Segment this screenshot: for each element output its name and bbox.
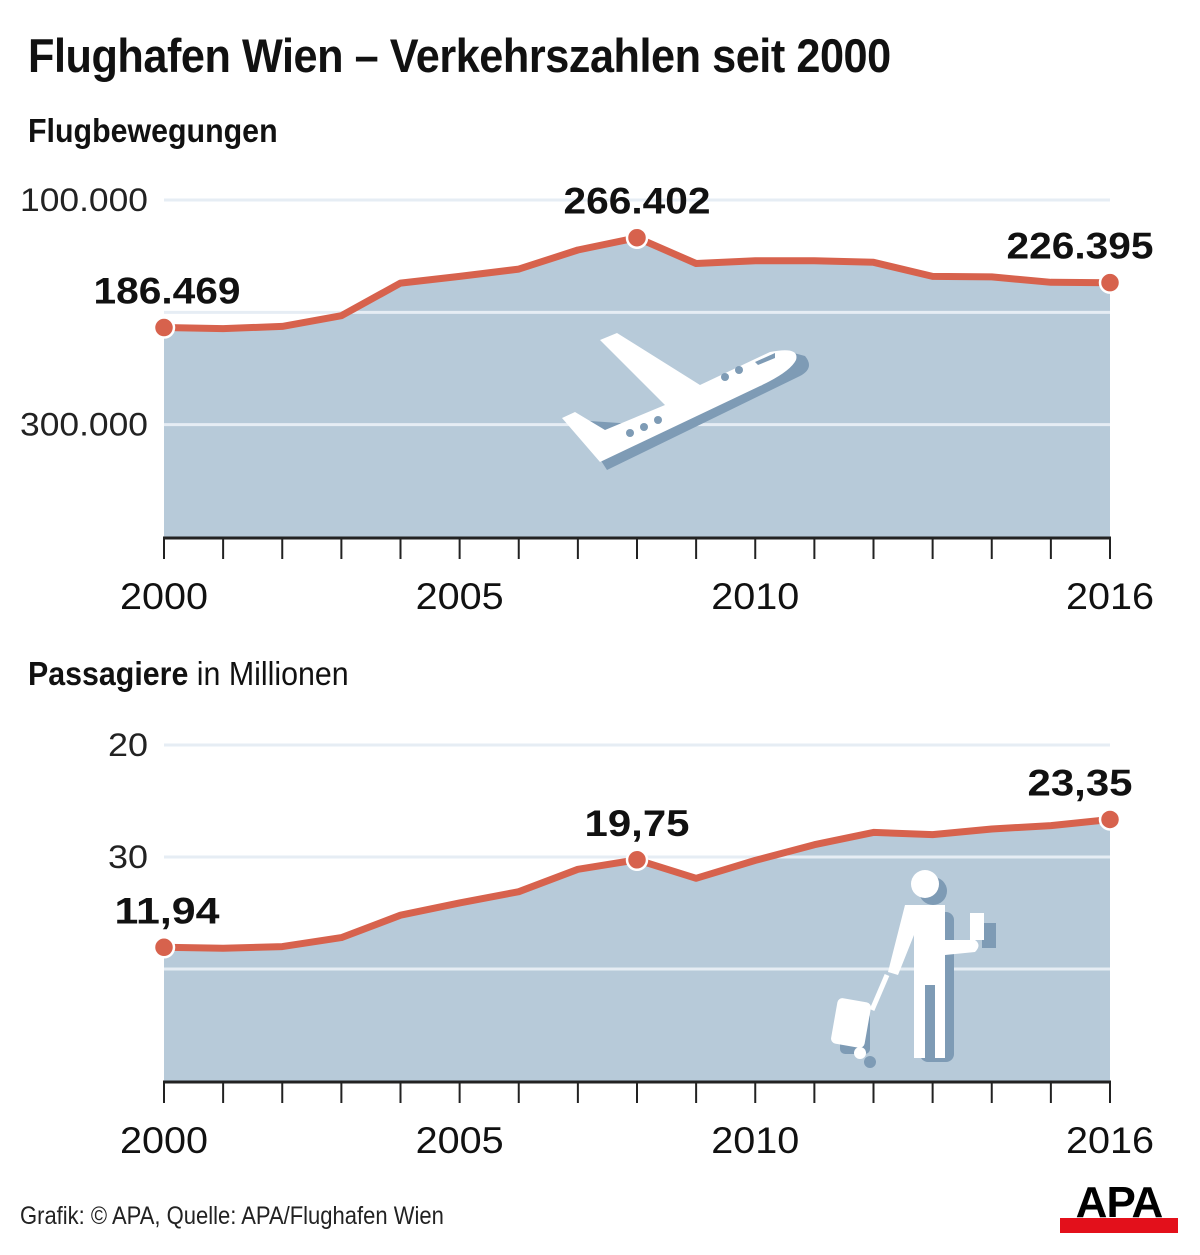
x-tick-label: 2010 [711, 576, 799, 617]
y-tick-label: 30 [108, 839, 148, 875]
passengers-title-bold: Passagiere [28, 655, 189, 692]
traveler-with-suitcase-icon [831, 870, 996, 1068]
movements-chart-title: Flugbewegungen [28, 112, 278, 150]
apa-logo-text: APA [1075, 1178, 1164, 1227]
movements-chart: 300.000 100.000 186.469 266.402 226.395 2000 2… [20, 181, 1154, 617]
data-point-marker[interactable] [1098, 271, 1122, 294]
data-point-marker[interactable] [1098, 808, 1122, 831]
x-tick-label: 2005 [416, 576, 504, 617]
passengers-chart-title: Passagiere in Millionen [28, 655, 349, 693]
x-tick-label: 2016 [1066, 1120, 1154, 1161]
data-label: 19,75 [585, 803, 690, 844]
data-label: 186.469 [94, 271, 241, 312]
data-point-marker[interactable] [152, 316, 176, 339]
data-label: 266.402 [564, 181, 711, 222]
movements-title-bold: Flugbewegungen [28, 112, 278, 149]
area-fill [164, 819, 1110, 1081]
apa-logo: APA [1060, 1178, 1178, 1233]
x-tick-label: 2010 [711, 1120, 799, 1161]
data-point-marker[interactable] [152, 936, 176, 959]
data-label: 226.395 [1007, 226, 1154, 267]
y-tick-label: 300.000 [20, 407, 148, 443]
passengers-chart: 30 20 11,94 19,75 23,35 2000 2005 2010 2016 [108, 727, 1154, 1161]
x-tick-label: 2000 [120, 576, 208, 617]
x-tick-label: 2016 [1066, 576, 1154, 617]
x-tick-label: 2005 [416, 1120, 504, 1161]
airplane-takeoff-icon [562, 333, 809, 470]
chart-title: Flughafen Wien – Verkehrszahlen seit 200… [28, 29, 891, 82]
data-label: 23,35 [1028, 762, 1133, 803]
passengers-title-regular: in Millionen [188, 655, 349, 692]
y-tick-label: 100.000 [20, 182, 148, 218]
source-credit: Grafik: © APA, Quelle: APA/Flughafen Wie… [20, 1202, 444, 1230]
data-point-marker[interactable] [625, 848, 649, 872]
x-tick-label: 2000 [120, 1120, 208, 1161]
data-label: 11,94 [115, 890, 220, 931]
apa-logo-bar [1060, 1218, 1178, 1233]
y-tick-label: 20 [108, 727, 148, 763]
data-point-marker[interactable] [625, 226, 649, 249]
